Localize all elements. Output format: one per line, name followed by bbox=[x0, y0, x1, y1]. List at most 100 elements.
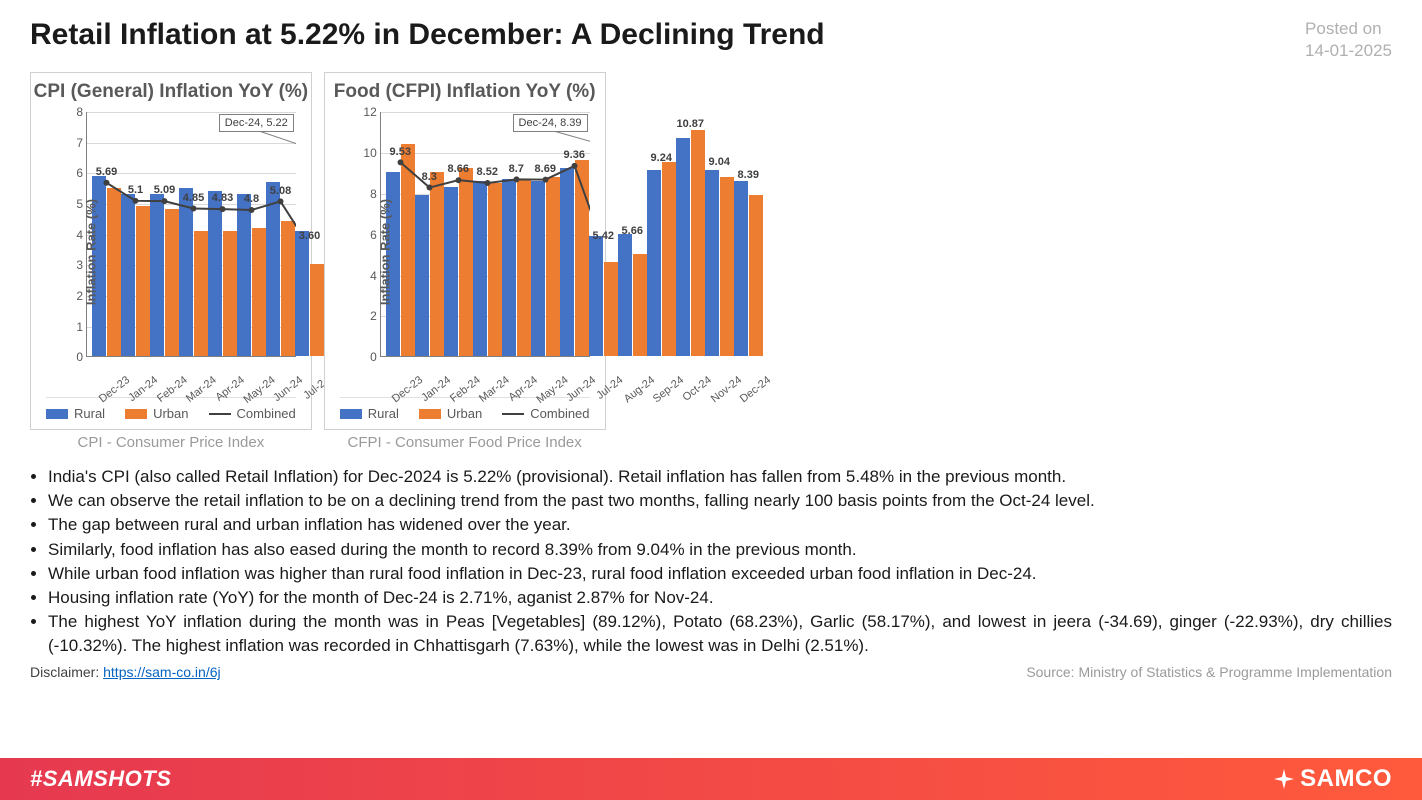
bar-group: 5.1Jan-24 bbox=[121, 112, 150, 356]
bar-rural bbox=[560, 168, 574, 356]
y-tick: 1 bbox=[59, 320, 83, 334]
disclaimer-label: Disclaimer: bbox=[30, 664, 103, 680]
bullet-item: While urban food inflation was higher th… bbox=[48, 562, 1392, 586]
y-tick: 6 bbox=[59, 166, 83, 180]
data-label: 4.8 bbox=[244, 193, 259, 205]
cpi-chart-title: CPI (General) Inflation YoY (%) bbox=[31, 73, 311, 107]
data-label: 10.87 bbox=[677, 118, 705, 130]
brand-bar: #SAMSHOTS SAMCO bbox=[0, 758, 1422, 800]
bar-urban bbox=[223, 231, 237, 357]
bar-rural bbox=[295, 231, 309, 357]
bar-rural bbox=[676, 138, 690, 356]
bar-group: 5.66Aug-24 bbox=[618, 112, 647, 356]
bar-urban bbox=[401, 144, 415, 356]
bar-rural bbox=[589, 236, 603, 356]
bar-urban bbox=[281, 221, 295, 356]
bar-group: 8.3Jan-24 bbox=[415, 112, 444, 356]
bar-rural bbox=[266, 182, 280, 357]
bar-rural bbox=[647, 170, 661, 356]
data-label: 8.39 bbox=[738, 169, 759, 181]
y-tick: 2 bbox=[353, 309, 377, 323]
bar-urban bbox=[546, 177, 560, 357]
bar-rural bbox=[618, 234, 632, 357]
data-label: 8.69 bbox=[535, 163, 556, 175]
bar-urban bbox=[459, 168, 473, 356]
x-tick: Nov-24 bbox=[709, 374, 744, 405]
x-tick: Jul-24 bbox=[595, 374, 626, 402]
legend-combined-label: Combined bbox=[530, 406, 589, 421]
logo-text: SAMCO bbox=[1300, 765, 1392, 793]
y-tick: 0 bbox=[353, 350, 377, 364]
bar-group: 8.66Feb-24 bbox=[444, 112, 473, 356]
legend-urban-label: Urban bbox=[153, 406, 188, 421]
hashtag: #SAMSHOTS bbox=[30, 766, 171, 792]
bar-urban bbox=[749, 195, 763, 356]
y-axis-label: Inflation Rate (%) bbox=[84, 199, 99, 305]
bar-rural bbox=[531, 181, 545, 357]
data-label: 8.7 bbox=[509, 163, 524, 175]
data-label: 5.69 bbox=[96, 166, 117, 178]
legend-combined-label: Combined bbox=[237, 406, 296, 421]
bar-urban bbox=[575, 160, 589, 356]
y-tick: 0 bbox=[59, 350, 83, 364]
bar-rural bbox=[121, 194, 135, 356]
data-label: 9.36 bbox=[564, 149, 585, 161]
bar-urban bbox=[107, 188, 121, 356]
x-tick: Aug-24 bbox=[622, 374, 657, 405]
bar-urban bbox=[488, 183, 502, 357]
bar-group: 3.60Jul-24 bbox=[295, 112, 324, 356]
bullet-item: The highest YoY inflation during the mon… bbox=[48, 610, 1392, 658]
legend-rural: Rural bbox=[340, 406, 399, 421]
y-tick: 7 bbox=[59, 136, 83, 150]
y-tick: 8 bbox=[353, 187, 377, 201]
y-tick: 2 bbox=[59, 289, 83, 303]
disclaimer: Disclaimer: https://sam-co.in/6j bbox=[30, 664, 221, 680]
data-label: 4.83 bbox=[212, 192, 233, 204]
bullet-item: We can observe the retail inflation to b… bbox=[48, 489, 1392, 513]
bar-rural bbox=[237, 194, 251, 356]
bar-group: 4.85Mar-24 bbox=[179, 112, 208, 356]
disclaimer-link[interactable]: https://sam-co.in/6j bbox=[103, 664, 221, 680]
bar-rural bbox=[150, 194, 164, 356]
bar-rural bbox=[473, 181, 487, 357]
page-title: Retail Inflation at 5.22% in December: A… bbox=[30, 18, 825, 52]
posted-label: Posted on bbox=[1305, 18, 1392, 40]
x-tick: Oct-24 bbox=[681, 374, 714, 404]
bar-urban bbox=[165, 209, 179, 356]
cfpi-legend: Rural Urban Combined bbox=[340, 397, 590, 429]
legend-rural-label: Rural bbox=[74, 406, 105, 421]
bar-urban bbox=[517, 179, 531, 357]
data-label: 8.66 bbox=[448, 163, 469, 175]
y-tick: 6 bbox=[353, 228, 377, 242]
bar-rural bbox=[444, 187, 458, 356]
legend-rural: Rural bbox=[46, 406, 105, 421]
data-label: 9.04 bbox=[709, 156, 730, 168]
bar-urban bbox=[430, 172, 444, 356]
bullet-list: India's CPI (also called Retail Inflatio… bbox=[0, 459, 1422, 662]
data-label: 8.52 bbox=[477, 166, 498, 178]
bar-rural bbox=[415, 195, 429, 356]
cfpi-chart-area: 0246810129.53Dec-238.3Jan-248.66Feb-248.… bbox=[380, 112, 590, 392]
y-axis-label: Inflation Rate (%) bbox=[377, 199, 392, 305]
data-label: 5.09 bbox=[154, 184, 175, 196]
bar-group: 8.39Dec-24 bbox=[734, 112, 763, 356]
x-tick: Dec-24 bbox=[738, 374, 773, 405]
data-label: 8.3 bbox=[422, 171, 437, 183]
y-tick: 4 bbox=[353, 269, 377, 283]
cpi-legend: Rural Urban Combined bbox=[46, 397, 296, 429]
bar-urban bbox=[691, 130, 705, 357]
bar-group: 9.04Nov-24 bbox=[705, 112, 734, 356]
bar-urban bbox=[194, 231, 208, 357]
bar-urban bbox=[633, 254, 647, 356]
bar-group: 9.24Sep-24 bbox=[647, 112, 676, 356]
y-tick: 5 bbox=[59, 197, 83, 211]
y-tick: 12 bbox=[353, 105, 377, 119]
legend-combined: Combined bbox=[502, 406, 589, 421]
samco-logo: SAMCO bbox=[1272, 765, 1392, 793]
bar-group: 8.69May-24 bbox=[531, 112, 560, 356]
data-label: 5.66 bbox=[622, 225, 643, 237]
bar-group: 5.09Feb-24 bbox=[150, 112, 179, 356]
bar-group: 4.83Apr-24 bbox=[208, 112, 237, 356]
data-label: 9.24 bbox=[651, 152, 672, 164]
bar-urban bbox=[252, 228, 266, 357]
